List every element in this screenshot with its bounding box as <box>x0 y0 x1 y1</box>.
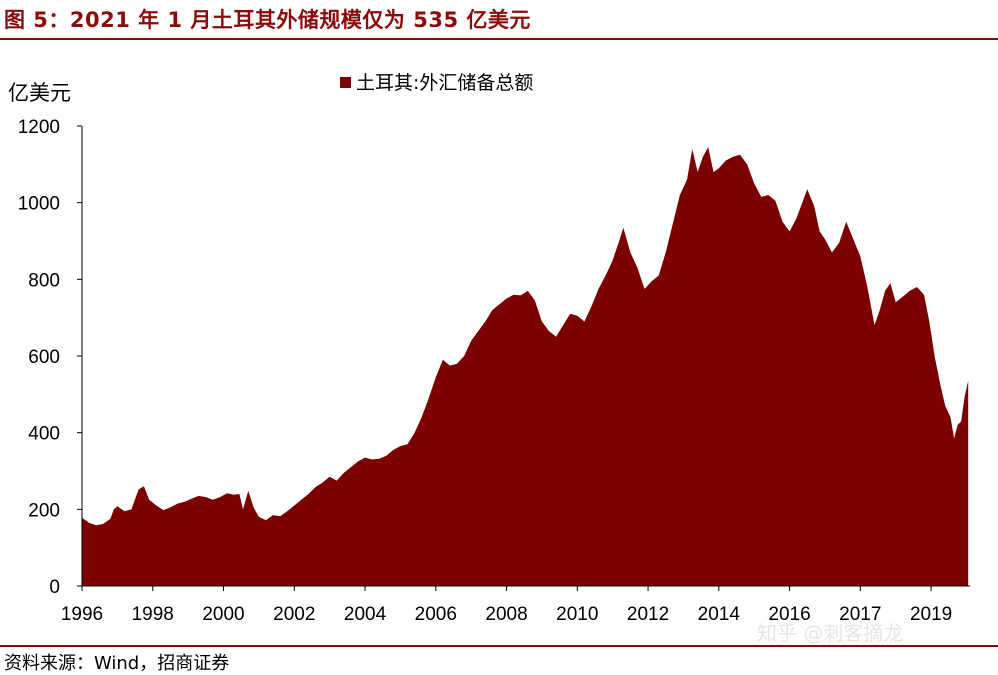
y-tick-label: 1000 <box>18 194 60 215</box>
x-tick-label: 2014 <box>698 604 741 625</box>
legend-swatch <box>340 77 351 88</box>
x-tick-label: 2012 <box>627 604 669 625</box>
y-tick-label: 1200 <box>18 117 60 138</box>
x-tick-label: 1998 <box>132 604 174 625</box>
y-tick-label: 0 <box>49 577 60 598</box>
source-divider <box>0 645 998 647</box>
title-divider <box>0 38 998 40</box>
y-tick-label: 200 <box>28 500 60 521</box>
x-tick-label: 2002 <box>273 604 315 625</box>
x-tick-label: 2016 <box>768 604 810 625</box>
y-tick-label: 400 <box>28 424 60 445</box>
x-tick-label: 1996 <box>61 604 103 625</box>
x-tick-label: 2008 <box>485 604 527 625</box>
y-tick-label: 800 <box>28 270 60 291</box>
axes: 0 200 400 600 800 1000 1200 1996 1998 2000 2002 200… <box>18 117 970 625</box>
x-tick-label: 2004 <box>344 604 387 625</box>
x-tick-label: 2000 <box>202 604 244 625</box>
figure-title: 图 5：2021 年 1 月土耳其外储规模仅为 535 亿美元 <box>4 8 531 32</box>
y-axis-unit-label: 亿美元 <box>8 81 71 105</box>
legend: 土耳其:外汇储备总额 <box>340 72 533 94</box>
chart-area: 亿美元 土耳其:外汇储备总额 0 200 400 600 800 1000 1200 1996… <box>8 72 970 625</box>
source-note: 资料来源：Wind，招商证券 <box>4 653 230 674</box>
y-tick-label: 600 <box>28 347 60 368</box>
watermark: 知乎 @刺客摘龙 <box>757 621 904 645</box>
x-tick-label: 2006 <box>415 604 457 625</box>
x-tick-label: 2019 <box>910 604 952 625</box>
x-tick-label: 2010 <box>556 604 598 625</box>
x-tick-label: 2017 <box>839 604 881 625</box>
legend-label: 土耳其:外汇储备总额 <box>356 72 533 94</box>
series-area <box>82 147 969 586</box>
